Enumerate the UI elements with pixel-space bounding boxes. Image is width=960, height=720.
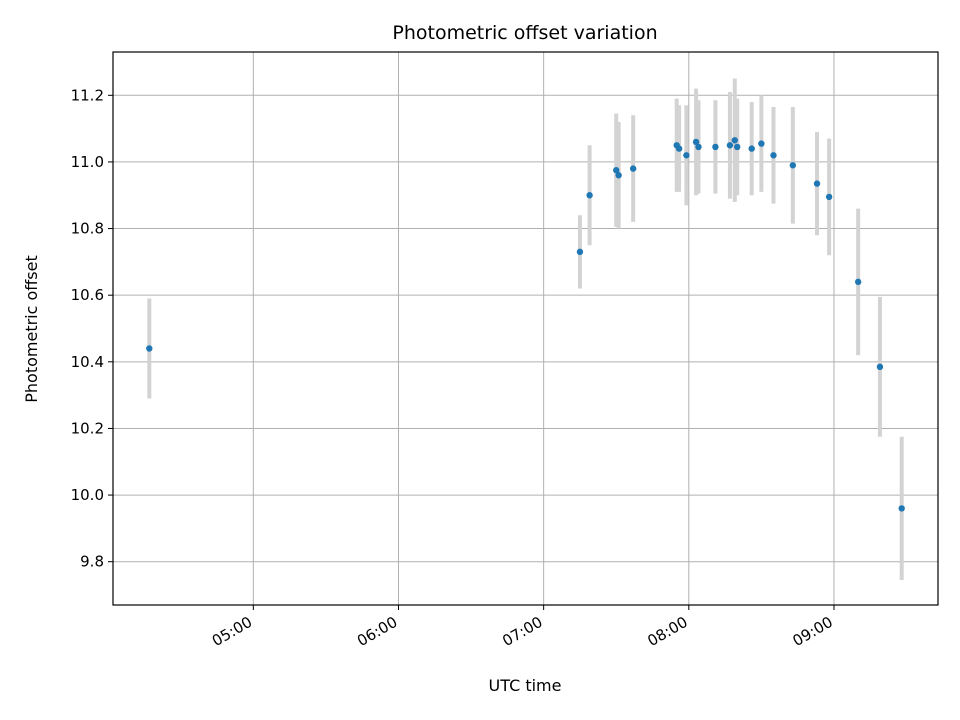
data-point [586, 192, 593, 199]
data-point [813, 180, 821, 187]
y-tick-label: 10.0 [71, 486, 104, 504]
data-point [898, 505, 905, 512]
y-tick-label: 9.8 [80, 553, 104, 571]
error-bars [147, 78, 904, 581]
y-tick-label: 10.2 [71, 419, 104, 437]
data-points [146, 137, 905, 512]
plot-area-frame [112, 51, 939, 606]
data-point [789, 162, 797, 169]
data-point [876, 363, 884, 371]
x-axis: 05:00 06:00 07:00 08:00 09:00 [209, 605, 836, 650]
y-axis: 9.8 10.0 10.2 10.4 10.6 10.8 11.0 11.2 [71, 86, 113, 571]
y-tick-label: 10.6 [71, 286, 104, 304]
x-tick-label: 08:00 [644, 613, 690, 650]
data-point [695, 143, 702, 151]
x-tick-label: 09:00 [790, 613, 836, 650]
x-tick-label: 05:00 [209, 613, 255, 650]
x-tick-label: 06:00 [354, 613, 400, 650]
data-point [629, 165, 637, 172]
y-tick-label: 10.8 [71, 220, 104, 238]
data-point [675, 145, 683, 152]
data-point [613, 167, 620, 174]
data-point [825, 193, 833, 201]
data-point [731, 137, 738, 144]
data-point [692, 138, 700, 146]
data-point [770, 152, 777, 159]
data-point [146, 345, 153, 352]
y-tick-label: 11.0 [71, 153, 104, 171]
y-tick-label: 10.4 [71, 353, 104, 371]
chart-title: Photometric offset variation [392, 22, 657, 44]
data-point [733, 143, 741, 151]
data-point [712, 143, 719, 151]
data-point [748, 145, 755, 152]
y-tick-label: 11.2 [71, 86, 104, 104]
data-point [615, 172, 622, 179]
grid [113, 52, 938, 605]
y-axis-label: Photometric offset [22, 255, 41, 403]
data-point [683, 152, 690, 159]
x-axis-label: UTC time [489, 676, 562, 695]
x-tick-label: 07:00 [499, 613, 545, 650]
data-point [576, 248, 584, 256]
data-point [854, 278, 862, 286]
data-point [726, 142, 734, 149]
data-point [758, 140, 765, 147]
